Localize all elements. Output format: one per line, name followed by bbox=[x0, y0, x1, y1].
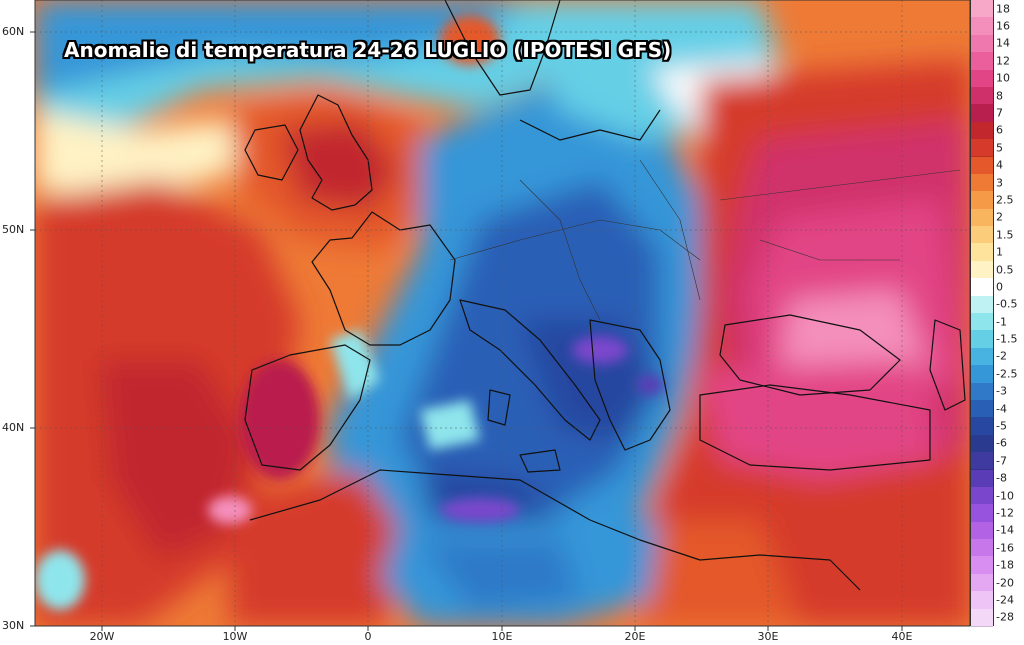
lon-label-20w: 20W bbox=[89, 630, 115, 643]
legend-swatch bbox=[971, 121, 993, 141]
legend-value-label: 16 bbox=[996, 19, 1010, 33]
legend-value-label: 0 bbox=[996, 280, 1003, 294]
legend-swatch bbox=[971, 469, 993, 488]
lat-label-30n: 30N bbox=[2, 619, 25, 632]
legend-swatch bbox=[971, 382, 993, 401]
lon-label-30e: 30E bbox=[757, 630, 779, 643]
legend-value-label: 0.5 bbox=[996, 263, 1014, 277]
legend-value-label: -18 bbox=[996, 558, 1014, 572]
legend-value-label: -1.5 bbox=[996, 332, 1018, 346]
legend-swatch bbox=[971, 34, 993, 54]
legend-swatch bbox=[971, 260, 993, 280]
legend-value-label: 3 bbox=[996, 176, 1003, 190]
legend-swatch bbox=[971, 17, 993, 36]
legend-value-label: 1 bbox=[996, 245, 1003, 259]
legend-swatch bbox=[971, 104, 993, 123]
legend-swatch bbox=[971, 295, 993, 314]
legend-value-label: 5 bbox=[996, 141, 1003, 155]
lon-label-40e: 40E bbox=[891, 630, 913, 643]
legend-value-label: -16 bbox=[996, 541, 1014, 555]
legend-value-label: -1 bbox=[996, 315, 1007, 329]
legend-swatch bbox=[971, 278, 993, 297]
legend-swatch bbox=[971, 243, 993, 262]
legend-swatch bbox=[971, 504, 993, 523]
legend-swatch bbox=[971, 139, 993, 158]
legend-swatch bbox=[971, 399, 993, 419]
legend-value-label: -14 bbox=[996, 523, 1014, 537]
legend-value-label: -24 bbox=[996, 593, 1014, 607]
lon-label-0: 0 bbox=[364, 630, 372, 643]
lat-label-50n: 50N bbox=[2, 223, 25, 236]
legend-swatch bbox=[971, 0, 993, 19]
legend-swatch bbox=[971, 434, 993, 454]
legend-value-label: -5 bbox=[996, 419, 1007, 433]
legend-swatch bbox=[971, 226, 993, 245]
lat-label-60n: 60N bbox=[2, 25, 25, 38]
legend-value-label: -3 bbox=[996, 384, 1007, 398]
legend-swatch bbox=[971, 69, 993, 88]
color-legend-bar bbox=[970, 0, 994, 627]
legend-swatch bbox=[971, 86, 993, 106]
lon-label-10e: 10E bbox=[491, 630, 513, 643]
legend-value-label: -8 bbox=[996, 471, 1007, 485]
legend-swatch bbox=[971, 539, 993, 558]
legend-value-label: -28 bbox=[996, 610, 1014, 624]
lon-label-10w: 10W bbox=[222, 630, 248, 643]
legend-value-label: -2 bbox=[996, 349, 1007, 363]
legend-value-label: -2.5 bbox=[996, 367, 1018, 381]
legend-swatch bbox=[971, 156, 993, 175]
legend-value-label: 2.5 bbox=[996, 193, 1014, 207]
coastlines bbox=[244, 0, 966, 591]
legend-swatch bbox=[971, 608, 993, 627]
legend-swatch bbox=[971, 208, 993, 228]
legend-swatch bbox=[971, 191, 993, 210]
legend-value-label: -12 bbox=[996, 506, 1014, 520]
legend-value-label: -4 bbox=[996, 402, 1007, 416]
legend-swatch bbox=[971, 330, 993, 349]
legend-swatch bbox=[971, 521, 993, 541]
legend-swatch bbox=[971, 365, 993, 384]
legend-swatch bbox=[971, 573, 993, 593]
axis-ticks bbox=[30, 31, 903, 631]
legend-value-label: -7 bbox=[996, 454, 1007, 468]
legend-value-label: -10 bbox=[996, 489, 1014, 503]
legend-value-label: 12 bbox=[996, 54, 1010, 68]
legend-swatch bbox=[971, 173, 993, 193]
legend-value-label: 10 bbox=[996, 71, 1010, 85]
legend-swatch bbox=[971, 556, 993, 575]
legend-swatch bbox=[971, 591, 993, 610]
legend-value-label: 4 bbox=[996, 158, 1003, 172]
lat-label-40n: 40N bbox=[2, 421, 25, 434]
legend-value-label: 6 bbox=[996, 123, 1003, 137]
legend-swatch bbox=[971, 313, 993, 332]
legend-value-label: 14 bbox=[996, 36, 1010, 50]
legend-swatch bbox=[971, 486, 993, 506]
legend-value-label: 2 bbox=[996, 210, 1003, 224]
map-title: Anomalie di temperatura 24-26 LUGLIO (IP… bbox=[64, 38, 672, 62]
legend-swatch bbox=[971, 417, 993, 436]
anomaly-field bbox=[35, 0, 970, 626]
legend-value-label: -6 bbox=[996, 436, 1007, 450]
legend-value-label: 1.5 bbox=[996, 228, 1014, 242]
legend-value-label: 8 bbox=[996, 89, 1003, 103]
lon-label-20e: 20E bbox=[624, 630, 646, 643]
legend-swatch bbox=[971, 52, 993, 71]
legend-value-label: 7 bbox=[996, 106, 1003, 120]
legend-value-label: 18 bbox=[996, 2, 1010, 16]
legend-swatch bbox=[971, 347, 993, 367]
legend-value-label: -20 bbox=[996, 576, 1014, 590]
graticule bbox=[35, 0, 970, 626]
legend-swatch bbox=[971, 452, 993, 471]
legend-value-label: -0.5 bbox=[996, 297, 1018, 311]
